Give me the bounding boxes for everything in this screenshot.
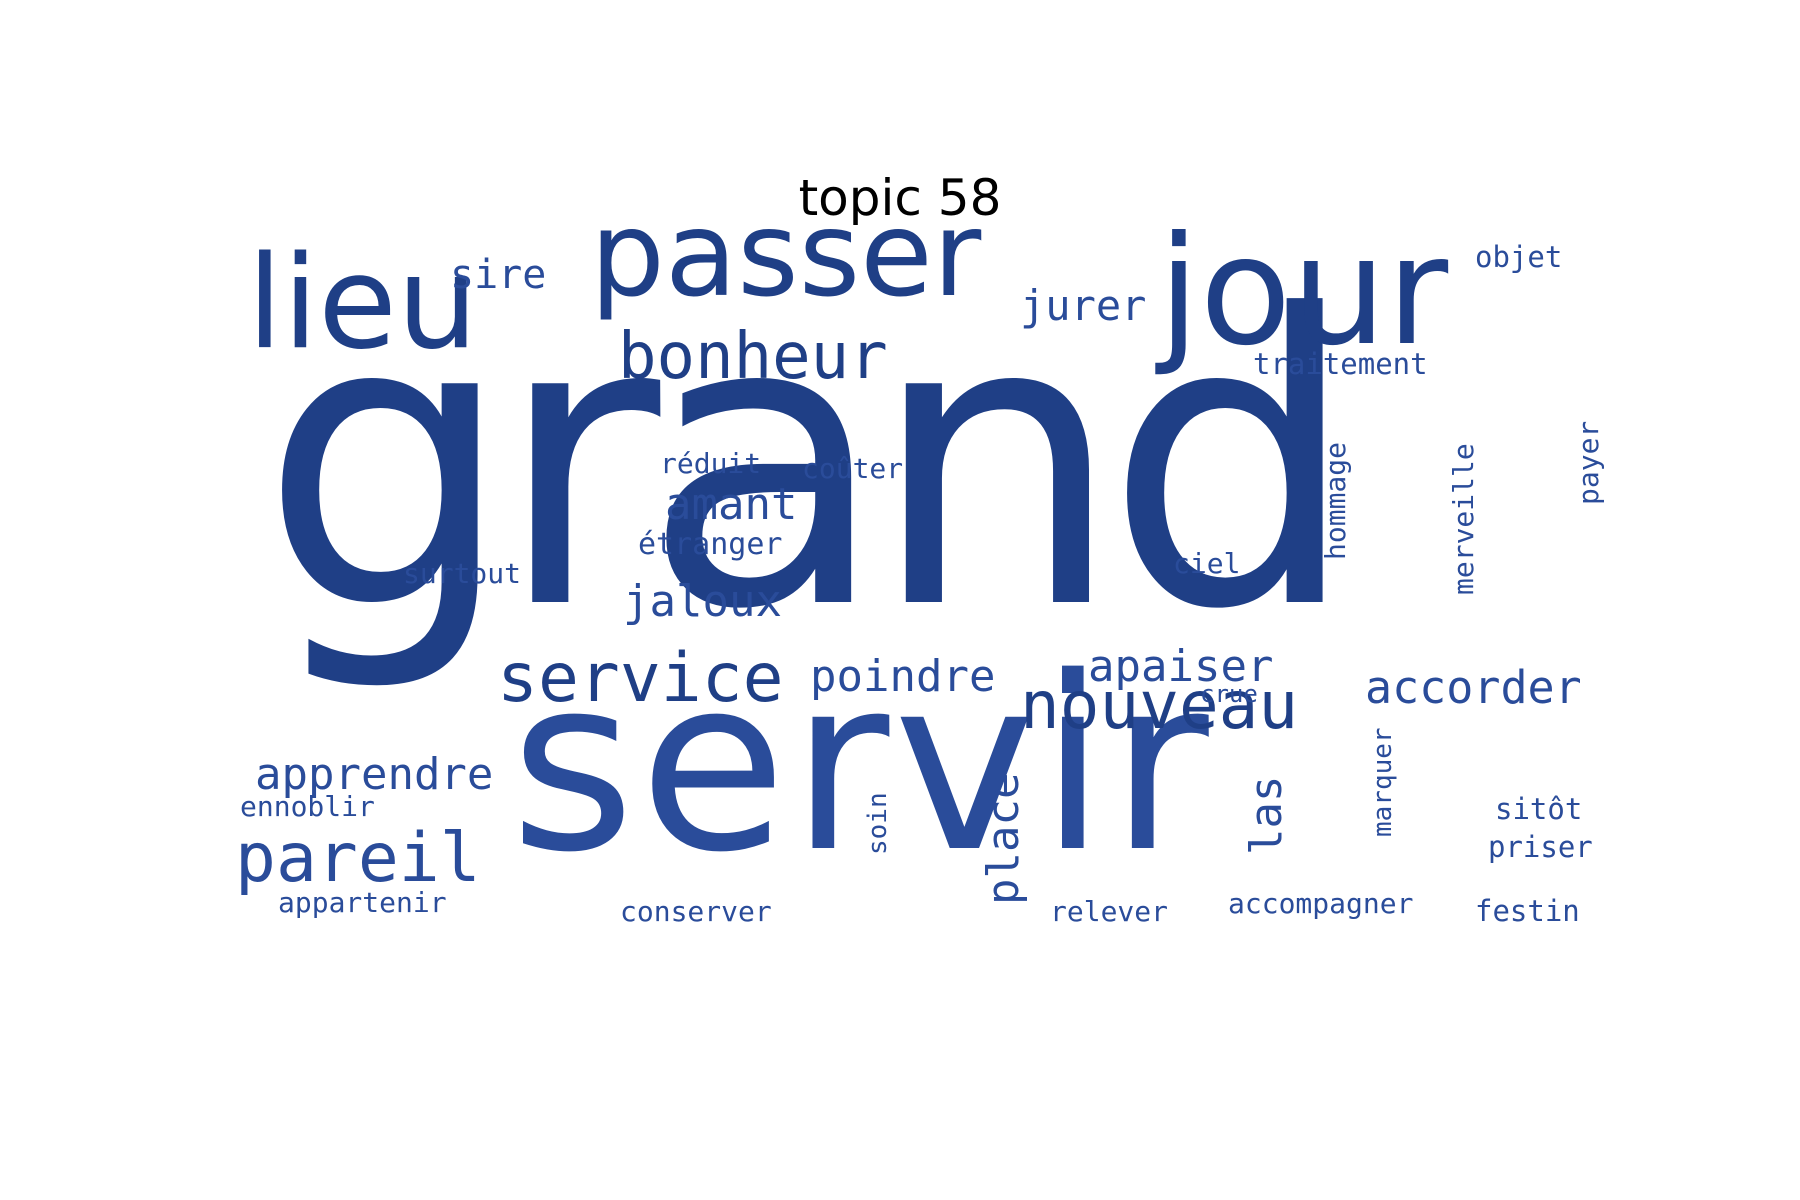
word-surtout: surtout xyxy=(403,557,522,590)
word-service: service xyxy=(497,639,784,718)
word-ennoblir: ennoblir xyxy=(240,790,375,823)
word-jaloux: jaloux xyxy=(623,576,782,627)
word-bonheur: bonheur xyxy=(618,320,888,394)
word-relever: relever xyxy=(1050,895,1169,928)
word-sitot: sitôt xyxy=(1495,792,1583,826)
word-crue: crue xyxy=(1200,680,1258,708)
word-las: las xyxy=(1241,775,1292,855)
word-jour: jour xyxy=(1158,205,1449,379)
word-ciel: ciel xyxy=(1173,547,1241,580)
word-place: place xyxy=(978,772,1029,905)
word-grand: grand xyxy=(260,232,1359,697)
word-reduit: réduit xyxy=(660,447,762,480)
word-servir: servir xyxy=(510,625,1213,905)
word-accorder: accorder xyxy=(1365,661,1582,714)
word-priser: priser xyxy=(1488,830,1593,864)
chart-title: topic 58 xyxy=(798,169,1002,227)
word-traitement: traitement xyxy=(1253,347,1428,381)
word-merveille: merveille xyxy=(1447,443,1480,595)
word-amant: amant xyxy=(665,479,798,530)
word-payer: payer xyxy=(1572,420,1605,505)
word-objet: objet xyxy=(1475,240,1563,274)
word-festin: festin xyxy=(1475,894,1580,928)
word-passer: passer xyxy=(590,185,982,323)
word-poindre: poindre xyxy=(810,651,996,702)
word-etranger: étranger xyxy=(638,527,783,562)
word-marquer: marquer xyxy=(1368,727,1398,837)
word-pareil: pareil xyxy=(235,819,481,898)
word-soin: soin xyxy=(863,792,893,855)
word-apprendre: apprendre xyxy=(255,749,494,800)
word-accompagner: accompagner xyxy=(1228,887,1414,920)
word-conserver: conserver xyxy=(620,895,772,928)
word-apaiser: apaiser xyxy=(1088,641,1274,692)
word-appartenir: appartenir xyxy=(278,886,447,919)
word-cloud: grand servir jour passer lieu bonheur no… xyxy=(235,195,1620,945)
word-sire: sire xyxy=(450,252,547,298)
word-jurer: jurer xyxy=(1020,281,1147,330)
word-hommage: hommage xyxy=(1319,441,1352,560)
word-couter: coûter xyxy=(802,452,904,485)
word-lieu: lieu xyxy=(247,229,478,378)
word-nouveau: nouveau xyxy=(1020,667,1299,744)
